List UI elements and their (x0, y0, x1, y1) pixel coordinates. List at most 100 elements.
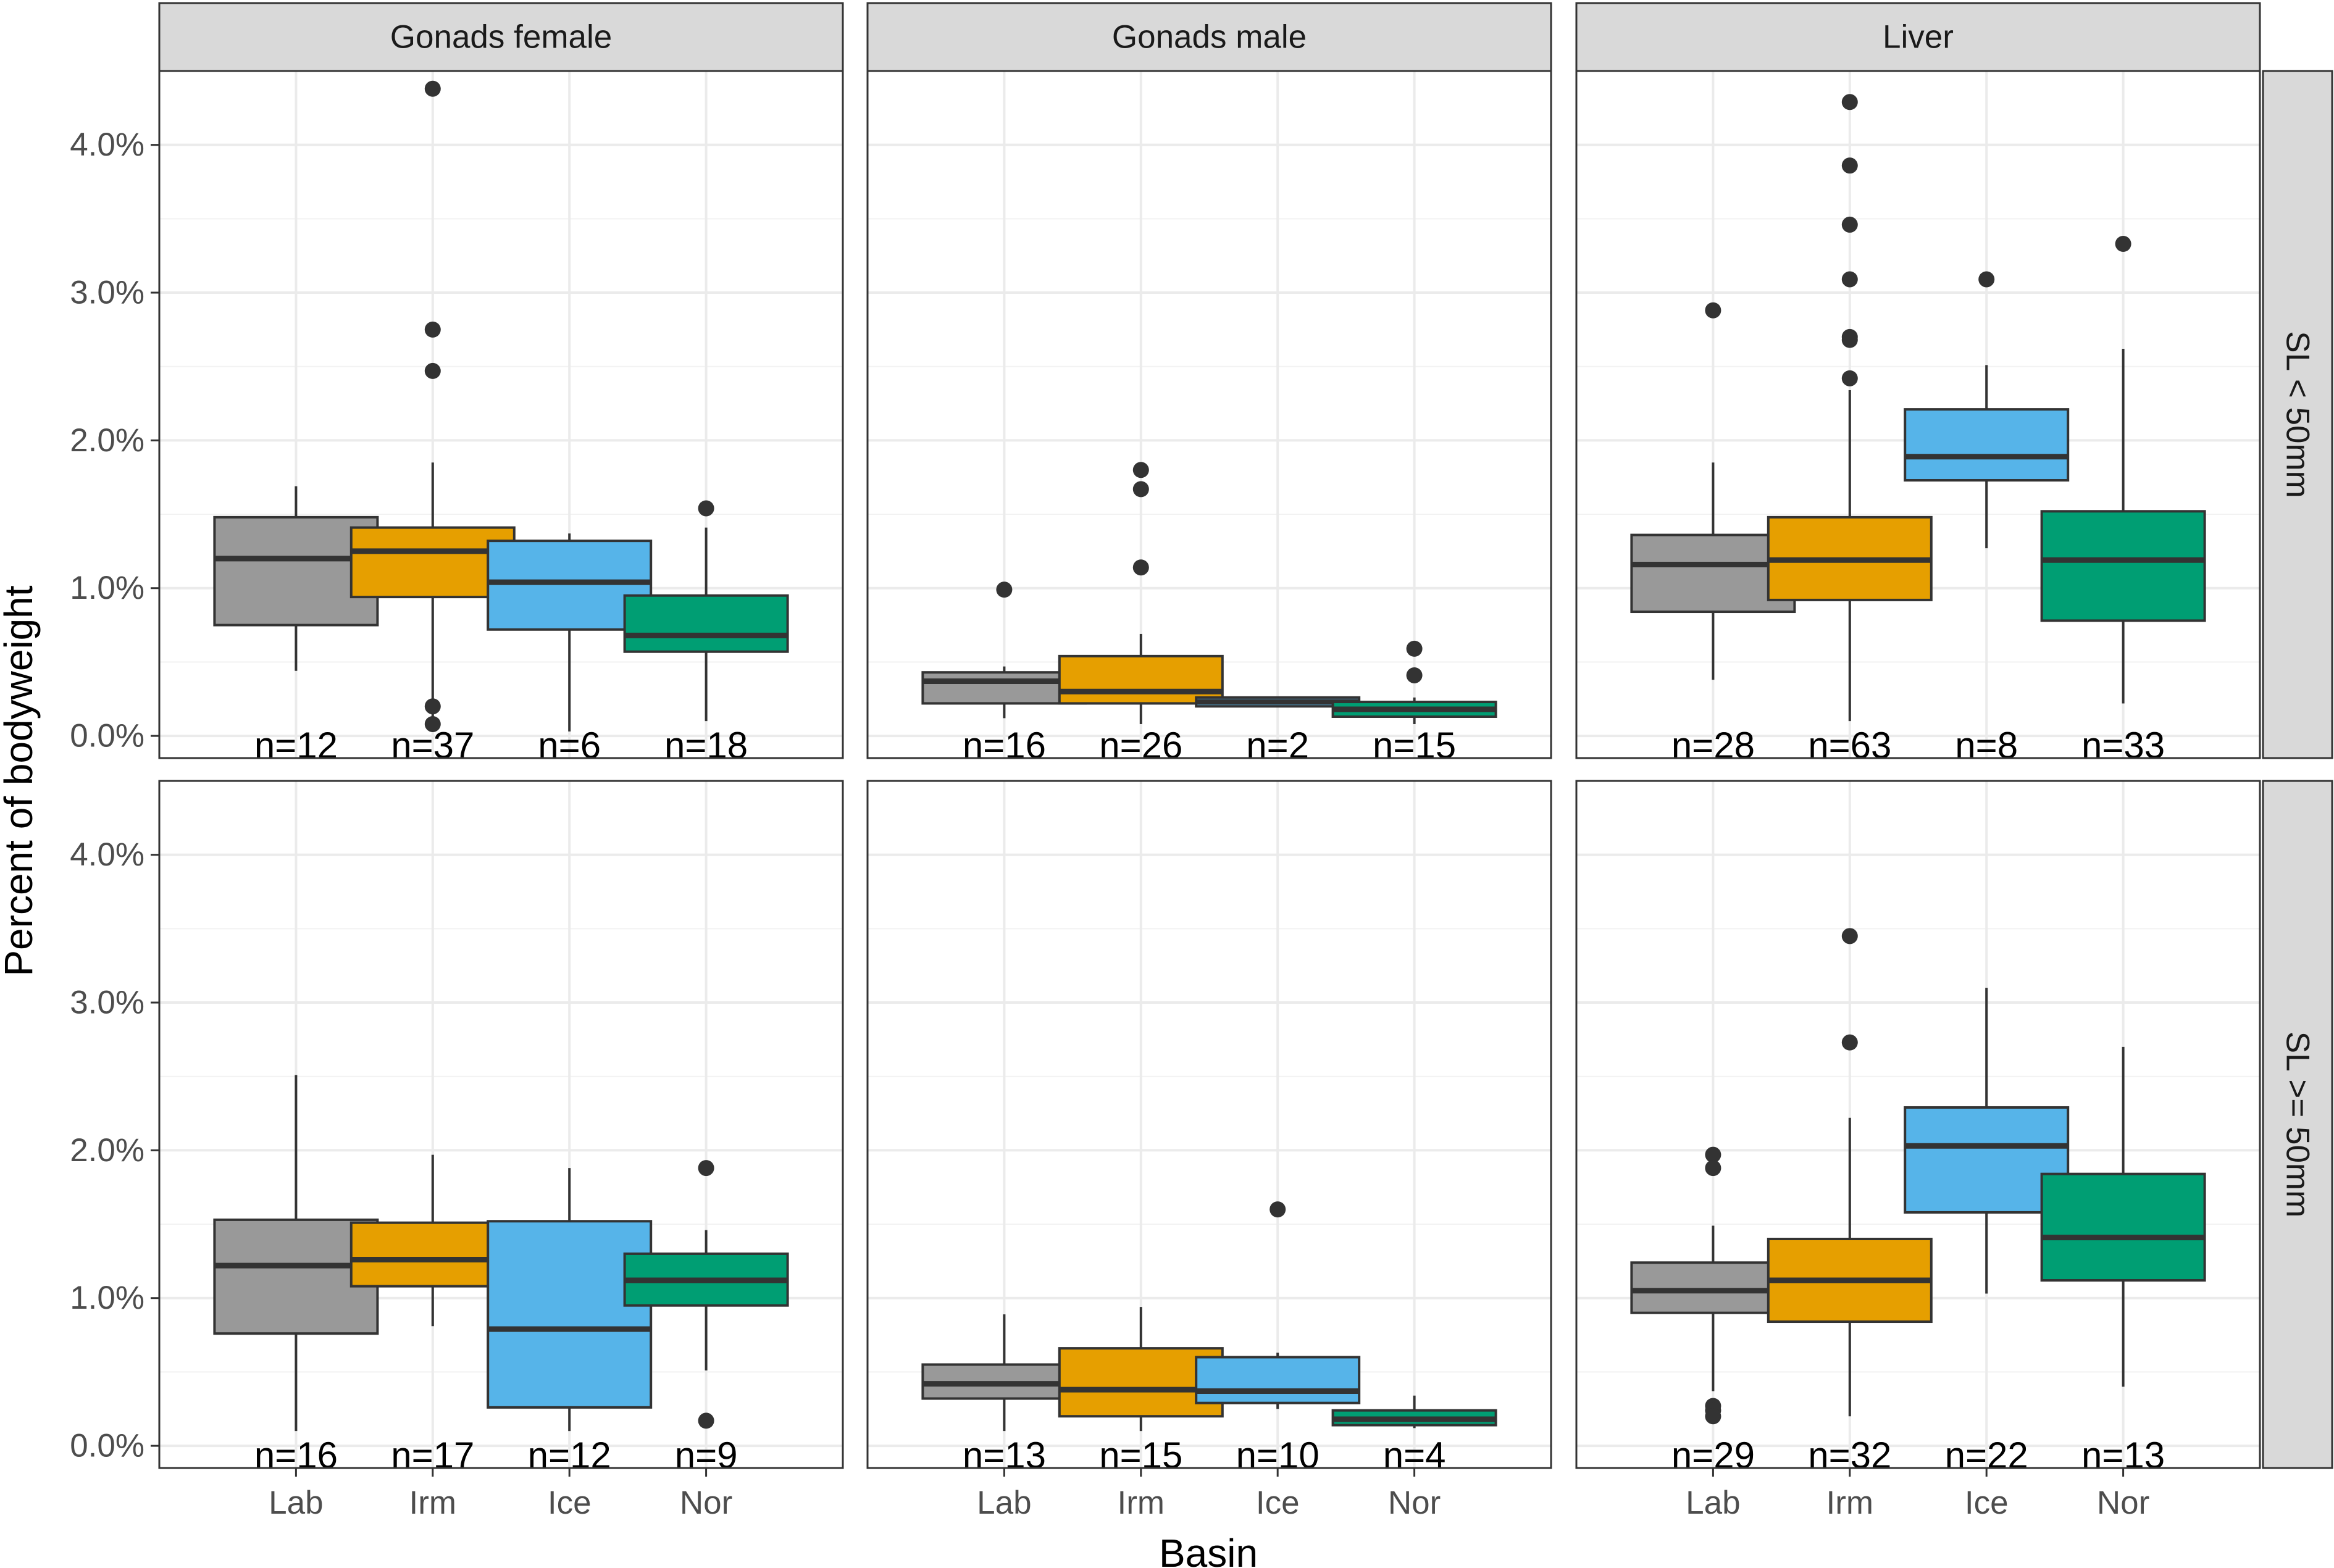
x-tick-label: Nor (680, 1485, 732, 1521)
outlier-point (424, 362, 441, 379)
panel-boxes: n=16 n=17 n=12 n=9 (213, 1075, 789, 1476)
outlier-point (1705, 302, 1721, 319)
outlier-point (1269, 1201, 1286, 1218)
n-label: n=6 (538, 725, 601, 766)
box-nor: n=33 (2040, 236, 2206, 766)
box-nor: n=18 (623, 500, 789, 766)
outlier-point (1841, 1034, 1858, 1051)
panel-r1-c2: n=29 n=32 n=22 n=13 (1575, 780, 2261, 1476)
outlier-point (2115, 236, 2131, 252)
strip-gonads-female: Gonads female (158, 2, 844, 72)
row-strip-0: SL < 50mm (2262, 70, 2333, 759)
y-axis-title: Percent of bodyweight (0, 585, 41, 977)
panels-layer: n=12 n=37 n=6 n=18 n=16 n=26 n=2 n=15 n=28 n=63 n=… (158, 70, 2261, 1476)
outlier-point (698, 500, 714, 517)
strip-label: Liver (1883, 19, 1954, 56)
panel-r0-c0: n=12 n=37 n=6 n=18 (158, 70, 844, 766)
box-body (1904, 408, 2070, 482)
outlier-point (1841, 157, 1858, 174)
n-label: n=37 (391, 725, 474, 766)
box-nor: n=15 (1331, 640, 1497, 766)
box-body (487, 1220, 653, 1409)
box-body (2040, 510, 2206, 622)
strip-liver: Liver (1575, 2, 2261, 72)
x-axis: Lab Irm Ice Nor Lab Irm Ice Nor Lab Irm Ice Nor (269, 1468, 2149, 1521)
panel-r0-c2: n=28 n=63 n=8 n=33 (1575, 70, 2261, 766)
strips-layer: Gonads female Gonads male Liver SL < 50mm SL… (158, 2, 2333, 1469)
outlier-point (1978, 271, 1995, 288)
y-tick-label: 2.0% (70, 422, 144, 459)
box-irm: n=37 (349, 80, 516, 766)
outlier-point (424, 715, 441, 732)
box-irm: n=63 (1767, 94, 1933, 766)
y-tick-label: 0.0% (70, 1428, 144, 1464)
y-tick-label: 1.0% (70, 570, 144, 606)
outlier-point (424, 80, 441, 97)
strip-label: Gonads male (1112, 19, 1307, 56)
y-tick-label: 3.0% (70, 985, 144, 1021)
panel-r1-c1: n=13 n=15 n=10 n=4 (866, 780, 1552, 1476)
outlier-point (1132, 462, 1149, 478)
outlier-point (698, 1160, 714, 1177)
box-body (2040, 1172, 2206, 1282)
strip-background (2262, 70, 2333, 759)
y-tick-label: 2.0% (70, 1132, 144, 1169)
x-tick-label: Ice (548, 1485, 592, 1521)
strip-label: SL >= 50mm (2280, 1032, 2316, 1217)
n-label: n=2 (1246, 725, 1309, 766)
outlier-point (1841, 271, 1858, 288)
outlier-point (424, 321, 441, 338)
box-ice: n=8 (1904, 271, 2070, 766)
outlier-point (424, 698, 441, 715)
strip-gonads-male: Gonads male (866, 2, 1552, 72)
x-tick-label: Nor (1388, 1485, 1441, 1521)
x-tick-label: Ice (1965, 1485, 2009, 1521)
strip-background (158, 2, 844, 72)
strip-background (2262, 780, 2333, 1469)
box-body (1195, 1356, 1361, 1404)
x-axis-title: Basin (1159, 1531, 1258, 1568)
y-tick-label: 4.0% (70, 127, 144, 163)
x-tick-label: Nor (2097, 1485, 2149, 1521)
outlier-point (1132, 559, 1149, 576)
box-ice: n=10 (1195, 1201, 1361, 1476)
x-tick-label: Irm (409, 1485, 457, 1521)
n-label: n=63 (1808, 725, 1891, 766)
y-axis: 0.0% 1.0% 2.0% 3.0% 4.0% 0.0% 1.0% 2.0% 3.0% 4.0% (70, 127, 159, 1464)
n-label: n=16 (963, 725, 1046, 766)
n-label: n=26 (1099, 725, 1182, 766)
n-label: n=15 (1373, 725, 1456, 766)
outlier-point (1841, 332, 1858, 348)
x-tick-label: Lab (269, 1485, 323, 1521)
n-label: n=28 (1671, 725, 1755, 766)
outlier-point (1705, 1146, 1721, 1163)
panel-background (868, 71, 1551, 758)
x-tick-label: Lab (977, 1485, 1031, 1521)
strip-background (866, 2, 1552, 72)
outlier-point (1841, 370, 1858, 386)
panel-background (159, 71, 843, 758)
panel-border (1575, 780, 2261, 1469)
box-ice: n=12 (487, 1168, 653, 1476)
panel-r1-c0: n=16 n=17 n=12 n=9 (158, 780, 844, 1476)
n-label: n=8 (1955, 725, 2018, 766)
panel-r0-c1: n=16 n=26 n=2 n=15 (866, 70, 1552, 766)
panel-boxes: n=13 n=15 n=10 n=4 (921, 1201, 1497, 1476)
y-tick-label: 1.0% (70, 1280, 144, 1316)
y-tick-label: 3.0% (70, 275, 144, 311)
outlier-point (1406, 640, 1423, 657)
outlier-point (1406, 667, 1423, 683)
n-label: n=33 (2081, 725, 2165, 766)
panel-boxes: n=12 n=37 n=6 n=18 (213, 80, 789, 766)
x-tick-label: Irm (1118, 1485, 1165, 1521)
box-body (623, 594, 789, 653)
panel-boxes: n=16 n=26 n=2 n=15 (921, 462, 1497, 766)
box-irm: n=32 (1767, 928, 1933, 1476)
outlier-point (996, 582, 1013, 598)
y-tick-label: 4.0% (70, 836, 144, 873)
panel-boxes: n=28 n=63 n=8 n=33 (1630, 94, 2206, 766)
outlier-point (1705, 1160, 1721, 1177)
x-tick-label: Irm (1826, 1485, 1874, 1521)
panel-border (158, 780, 844, 1469)
